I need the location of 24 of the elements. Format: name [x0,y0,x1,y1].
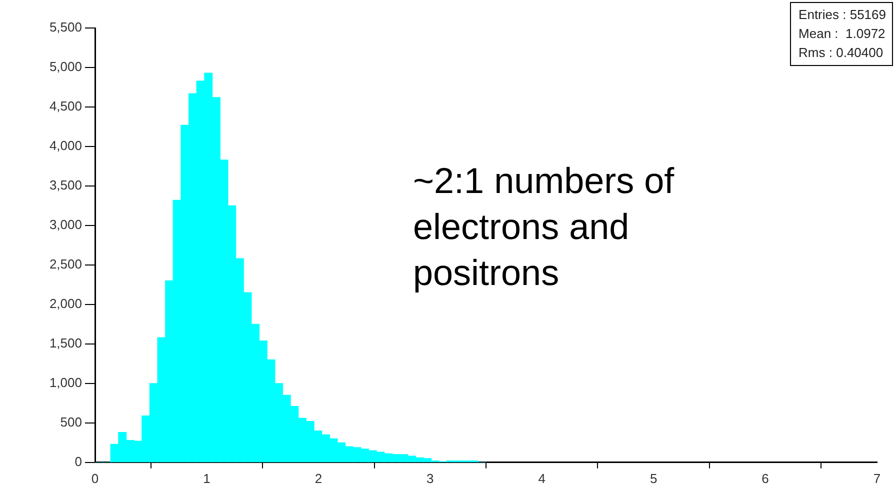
annotation: Rms : 0.40400 [798,44,884,62]
y-tick-label: 1,500 [49,336,82,351]
y-tick-label: 0 [74,454,82,469]
y-tick-label: 2,500 [49,256,82,272]
y-tick-label: 3,500 [49,178,82,193]
x-tick-label: 2 [314,470,322,486]
annotation: Mean : 1.0972 [798,25,886,43]
x-tick-label: 6 [762,470,769,486]
x-tick-label: 1 [203,470,210,486]
x-tick-label: 4 [538,470,546,486]
x-tick-label: 0 [91,470,99,486]
y-tick-label: 5,000 [49,59,82,74]
y-tick-label: 500 [60,414,82,430]
y-tick-label: 3,000 [49,217,82,232]
text: Entries : 55169 [798,6,886,24]
y-tick-label: 5,500 [49,20,82,35]
y-tick-label: 2,000 [49,296,82,312]
annotation: ~2:1 numbers of electrons and positrons [413,159,676,295]
x-tick-label: 3 [426,470,434,486]
y-tick-label: 4,500 [49,98,82,114]
x-tick-label: 5 [650,470,658,486]
y-tick-label: 1,000 [49,374,82,390]
x-tick-label: 7 [873,470,881,486]
y-tick-label: 4,000 [49,138,82,154]
